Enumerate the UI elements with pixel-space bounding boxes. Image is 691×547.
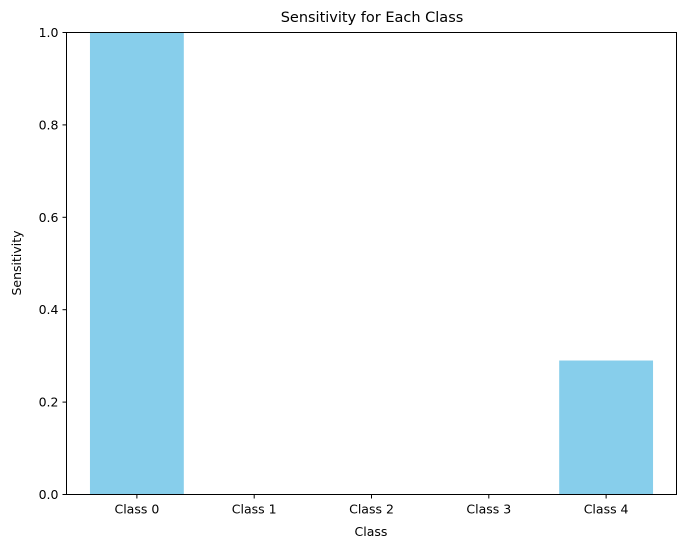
x-tick-label: Class 3 xyxy=(466,502,511,517)
bars xyxy=(89,32,654,495)
x-tick-label: Class 0 xyxy=(114,502,159,517)
x-tick-label: Class 4 xyxy=(584,502,629,517)
y-tick-label: 0.0 xyxy=(39,487,59,502)
x-axis: Class 0 Class 1 Class 2 Class 3 Class 4 xyxy=(114,494,629,517)
y-tick-label: 0.6 xyxy=(39,210,59,225)
x-tick-label: Class 2 xyxy=(349,502,394,517)
y-axis-label: Sensitivity xyxy=(9,230,24,296)
y-tick-label: 1.0 xyxy=(39,25,59,40)
y-tick-label: 0.8 xyxy=(39,117,59,132)
x-tick-label: Class 1 xyxy=(232,502,277,517)
plot-frame xyxy=(66,32,677,495)
y-tick-label: 0.2 xyxy=(39,395,59,410)
bar-class-0 xyxy=(89,32,184,495)
y-tick-label: 0.4 xyxy=(39,302,59,317)
x-axis-label: Class xyxy=(355,524,388,539)
y-axis: 0.0 0.2 0.4 0.6 0.8 1.0 xyxy=(39,25,67,502)
bar-class-4 xyxy=(559,360,654,495)
chart-title: Sensitivity for Each Class xyxy=(281,10,464,26)
